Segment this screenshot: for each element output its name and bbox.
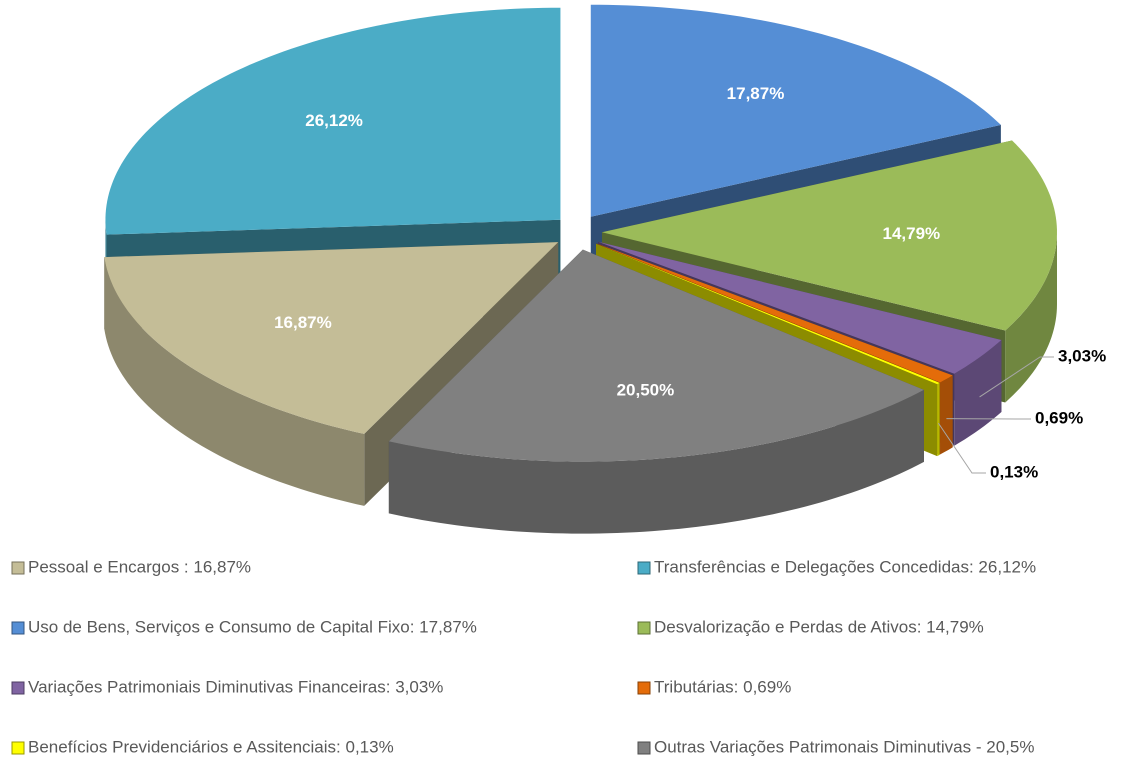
slice (388, 249, 924, 462)
data-label: 3,03% (1058, 346, 1106, 365)
slice-wall (937, 382, 940, 457)
legend-swatch (637, 741, 651, 755)
legend-swatch (637, 561, 651, 575)
legend: Pessoal e Encargos : 16,87% Transferência… (11, 557, 1036, 756)
slice-wall (1005, 232, 1057, 403)
data-label: 0,69% (1035, 408, 1083, 427)
legend-label: Outras Variações Patrimonais Diminutivas… (654, 737, 1034, 756)
legend-swatch (637, 621, 651, 635)
data-label: 26,12% (305, 111, 363, 130)
slice-wall (940, 375, 953, 455)
slice-wall (104, 257, 365, 506)
slice (104, 242, 559, 434)
legend-label: Desvalorização e Perdas de Ativos: 14,79… (654, 617, 984, 636)
legend-swatch (11, 681, 25, 695)
legend-label: Pessoal e Encargos : 16,87% (28, 557, 251, 576)
legend-swatch (11, 621, 25, 635)
leader-line (937, 422, 986, 474)
legend-swatch (637, 681, 651, 695)
data-label: 17,87% (727, 84, 785, 103)
slice-wall (388, 389, 924, 534)
slice (601, 140, 1057, 331)
pie-tops (104, 4, 1057, 462)
slice (596, 243, 940, 385)
legend-label: Uso de Bens, Serviços e Consumo de Capit… (28, 617, 477, 636)
legend-label: Transferências e Delegações Concedidas: … (654, 557, 1036, 576)
legend-label: Benefícios Previdenciários e Assitenciai… (28, 737, 394, 756)
data-label: 0,13% (990, 462, 1038, 481)
legend-label: Variações Patrimoniais Diminutivas Finan… (28, 677, 443, 696)
slice (590, 4, 1001, 217)
data-label: 20,50% (617, 380, 675, 399)
data-labels: 17,87% 14,79% 3,03% 0,69% 0,13% 20,50% 16,87% 2… (274, 84, 1106, 481)
slice (105, 7, 561, 235)
legend-swatch (11, 741, 25, 755)
data-label: 14,79% (883, 224, 941, 243)
slice (596, 243, 953, 383)
data-label: 16,87% (274, 313, 332, 332)
leader-line (979, 356, 1054, 398)
slice (598, 241, 1002, 374)
legend-label: Tributárias: 0,69% (654, 677, 791, 696)
legend-swatch (11, 561, 25, 575)
